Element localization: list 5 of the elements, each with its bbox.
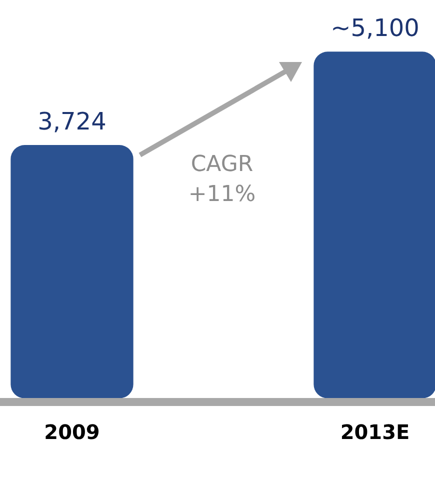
- x-tick-label: 2013E: [340, 420, 410, 444]
- x-tick-label: 2009: [44, 420, 100, 444]
- data-label: ~5,100: [330, 14, 420, 42]
- data-label: 3,724: [38, 108, 106, 136]
- annotation: CAGR +11%: [187, 151, 257, 209]
